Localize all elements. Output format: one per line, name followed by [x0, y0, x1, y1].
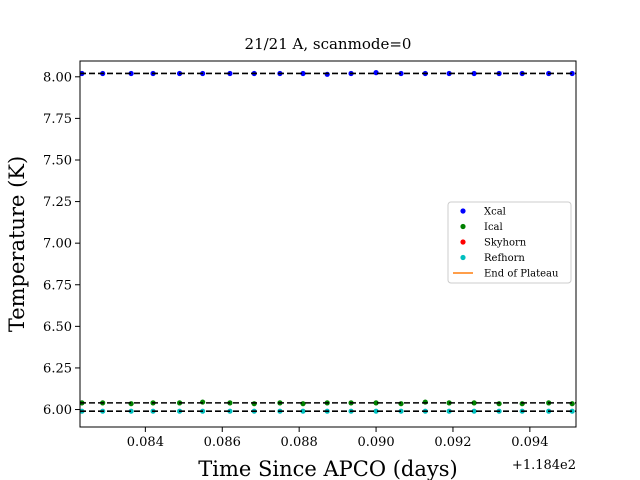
legend: Xcal Ical Skyhorn Refhorn End of Plateau [447, 201, 572, 284]
data-point-ical [300, 401, 306, 407]
y-tick-label: 6.00 [43, 403, 72, 418]
data-point-xcal [398, 70, 404, 77]
axes: 0.084 0.086 0.088 0.090 0.092 0.094 6.00 6.25 6.… [43, 60, 577, 450]
data-point-ical [422, 399, 428, 405]
data-point-refhorn [300, 408, 306, 414]
plot-area [80, 70, 576, 414]
x-tick-label: 0.094 [511, 435, 548, 450]
y-tick-label: 7.75 [43, 112, 72, 127]
data-point-xcal [324, 71, 330, 77]
y-tick-label: 8.00 [43, 70, 72, 85]
legend-marker [460, 254, 466, 261]
legend-label: Xcal [484, 207, 506, 218]
x-axis-label: Time Since APCO (days) [198, 457, 457, 480]
y-tick-label: 7.00 [43, 237, 72, 252]
y-tick-label: 7.25 [43, 195, 72, 210]
x-tick-label: 0.092 [434, 435, 471, 450]
legend-label: Refhorn [484, 253, 525, 264]
data-point-ical [200, 399, 206, 405]
data-point-ical [569, 401, 575, 407]
legend-marker [460, 208, 466, 214]
data-point-xcal [300, 70, 306, 77]
y-tick-label: 6.75 [43, 278, 72, 293]
x-tick-label: 0.090 [357, 435, 394, 450]
legend-label: Ical [484, 222, 503, 233]
data-point-refhorn [398, 408, 404, 414]
plot-frame [79, 60, 577, 428]
legend-marker [460, 239, 466, 245]
data-point-refhorn [471, 408, 477, 414]
legend-label: End of Plateau [484, 269, 559, 280]
data-point-ical [519, 401, 525, 407]
legend-label: Skyhorn [484, 238, 527, 249]
plot-content [80, 70, 576, 414]
data-point-ical [496, 401, 502, 407]
data-point-refhorn [128, 408, 134, 414]
y-tick-label: 7.50 [43, 153, 72, 168]
chart-title: 21/21 A, scanmode=0 [245, 35, 412, 53]
x-tick-label: 0.086 [204, 435, 241, 450]
data-point-xcal [569, 70, 575, 77]
x-tick-label: 0.084 [127, 435, 164, 450]
legend-box [447, 201, 572, 284]
legend-marker [460, 223, 466, 230]
x-tick-label: 0.088 [281, 435, 318, 450]
data-point-ical [373, 400, 379, 406]
data-point-refhorn [569, 408, 575, 414]
y-tick-label: 6.25 [43, 361, 72, 376]
y-tick-label: 6.50 [43, 320, 72, 335]
data-point-xcal [471, 70, 477, 77]
data-point-ical [128, 401, 134, 407]
x-axis-offset-label: +1.184e2 [512, 458, 576, 473]
data-point-refhorn [373, 408, 379, 414]
data-point-xcal [128, 70, 134, 77]
data-point-ical [471, 400, 477, 406]
data-point-ical [398, 401, 404, 407]
data-point-xcal [373, 70, 379, 76]
data-point-ical [251, 401, 257, 407]
y-axis-label: Temperature (K) [5, 156, 29, 332]
